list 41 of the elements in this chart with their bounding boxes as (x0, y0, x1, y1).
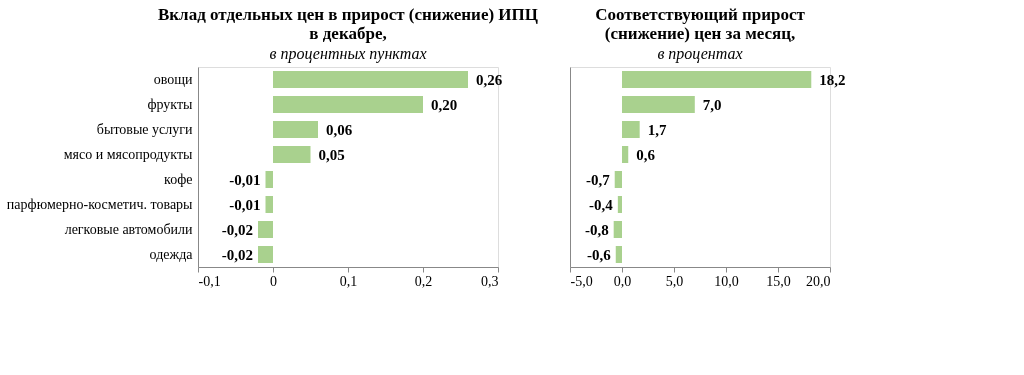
y-tick-label: мясо и мясопродукты (63, 146, 194, 162)
data-label: 0,20 (431, 96, 458, 113)
data-label: -0,01 (229, 196, 261, 213)
x-tick-label: -0,1 (198, 273, 221, 289)
text: Вклад отдельных цен в прирост (снижение) ИПЦ (157, 5, 539, 24)
data-label: -0,8 (584, 221, 609, 238)
data-label: -0,02 (221, 246, 253, 263)
data-label: 0,6 (636, 146, 656, 163)
x-tick-label: -5,0 (570, 273, 593, 289)
data-label: 0,05 (318, 146, 345, 163)
chart-subtitle: в процентах (657, 45, 743, 63)
data-label: 0,06 (326, 121, 353, 138)
x-tick-label: 20,0 (806, 273, 831, 289)
x-tick-label: 10,0 (714, 273, 739, 289)
y-tick-label: фрукты (147, 96, 194, 112)
data-label: 1,7 (647, 121, 667, 138)
y-tick-label: парфюмерно-косметич. товары (6, 196, 194, 212)
x-tick-label: 0,1 (339, 273, 358, 289)
text: в декабре, (309, 24, 387, 43)
x-tick-label: 0,3 (481, 273, 499, 289)
y-tick-label: кофе (164, 171, 193, 187)
data-label: 0,26 (476, 71, 503, 88)
x-tick-label: 0 (270, 273, 277, 289)
chart-subtitle: в процентных пунктах (269, 45, 427, 63)
y-tick-label: легковые автомобили (64, 221, 194, 237)
x-tick-label: 15,0 (766, 273, 791, 289)
x-tick-label: 0,0 (613, 273, 632, 289)
data-label: -0,02 (221, 221, 253, 238)
data-label: -0,7 (585, 171, 611, 188)
y-tick-label: овощи (153, 71, 193, 87)
x-tick-label: 5,0 (665, 273, 684, 289)
data-label: -0,6 (587, 246, 612, 263)
data-label: 18,2 (819, 71, 846, 88)
y-tick-label: одежда (149, 246, 194, 262)
data-label: -0,01 (229, 171, 261, 188)
data-label: 7,0 (702, 96, 722, 113)
data-label: -0,4 (589, 196, 614, 213)
x-tick-label: 0,2 (414, 273, 433, 289)
y-tick-label: бытовые услуги (96, 121, 193, 137)
text: (снижение) цен за месяц, (604, 24, 796, 43)
text: Соответствующий прирост (595, 5, 805, 24)
